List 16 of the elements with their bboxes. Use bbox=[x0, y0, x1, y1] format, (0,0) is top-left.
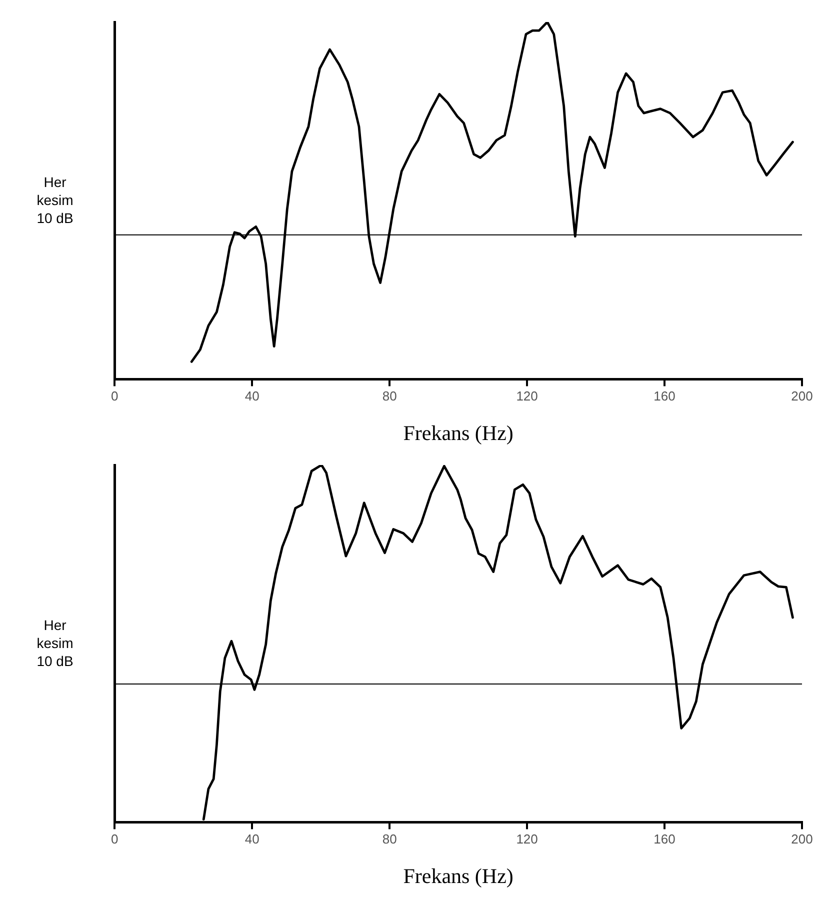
x-axis-title: Frekans (Hz) bbox=[403, 420, 514, 445]
y-axis-title: Her kesim 10 dB bbox=[36, 173, 74, 227]
x-tick-label: 40 bbox=[244, 832, 260, 847]
x-tick-label: 80 bbox=[382, 388, 397, 404]
x-tick-label: 120 bbox=[516, 832, 538, 847]
y-axis-title: Her kesim 10 dB bbox=[36, 616, 74, 670]
x-tick-label: 160 bbox=[654, 388, 676, 404]
x-tick-label: 0 bbox=[111, 832, 118, 847]
x-tick-label: 40 bbox=[244, 388, 260, 404]
x-tick-label: 200 bbox=[791, 832, 813, 847]
x-tick-label: 80 bbox=[382, 832, 397, 847]
x-tick-label: 120 bbox=[516, 388, 538, 404]
x-axis-title: Frekans (Hz) bbox=[403, 864, 514, 888]
x-tick-label: 200 bbox=[791, 388, 813, 404]
x-tick-label: 0 bbox=[111, 388, 118, 404]
x-tick-label: 160 bbox=[654, 832, 676, 847]
